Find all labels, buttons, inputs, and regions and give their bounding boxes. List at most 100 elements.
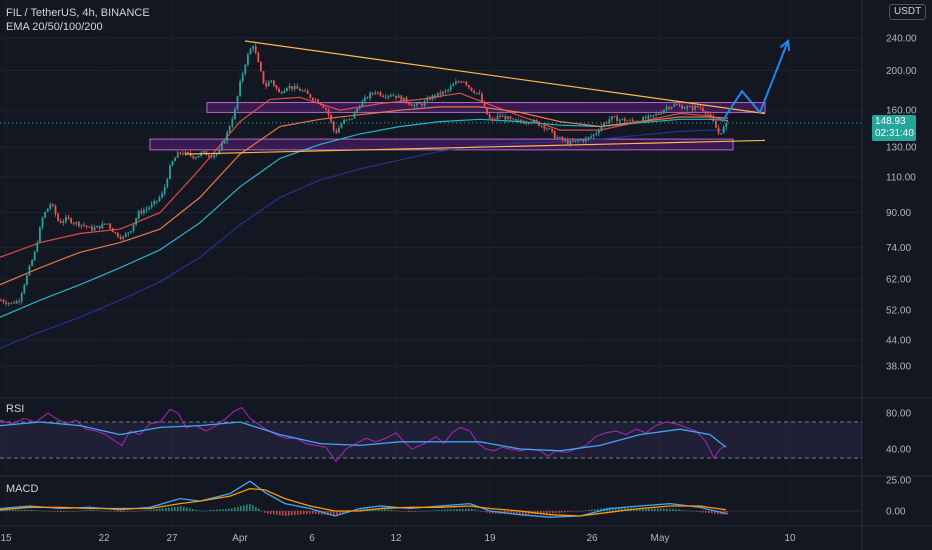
candle-body xyxy=(590,136,592,138)
candle-body xyxy=(462,81,465,83)
candle-body xyxy=(605,122,608,124)
candle-body xyxy=(613,116,616,118)
macd-histogram-bar xyxy=(705,511,707,513)
macd-histogram-bar xyxy=(408,511,410,512)
macd-histogram-bar xyxy=(288,511,290,516)
macd-histogram-bar xyxy=(561,511,563,513)
macd-histogram-bar xyxy=(696,511,698,512)
candle-body xyxy=(163,186,166,194)
macd-histogram-bar xyxy=(144,510,146,511)
macd-histogram-bar xyxy=(210,510,212,511)
candle-body xyxy=(663,109,665,114)
macd-histogram-bar xyxy=(321,511,323,515)
price-tick-label: 200.00 xyxy=(886,66,917,77)
candle-body xyxy=(291,86,293,90)
candle-body xyxy=(20,293,23,302)
candle-body xyxy=(629,119,631,121)
macd-histogram-bar xyxy=(615,507,617,511)
ema200-line xyxy=(0,129,728,349)
macd-histogram-bar xyxy=(204,510,206,512)
candle-body xyxy=(192,155,195,159)
macd-histogram-bar xyxy=(216,509,218,511)
symbol-legend: FIL / TetherUS, 4h, BINANCE xyxy=(6,7,150,19)
candle-body xyxy=(725,123,728,127)
macd-histogram-bar xyxy=(654,508,656,511)
candle-body xyxy=(650,115,652,117)
candle-body xyxy=(280,92,283,94)
macd-histogram-bar xyxy=(21,509,23,511)
candle-body xyxy=(5,302,7,304)
candle-body xyxy=(595,133,598,135)
macd-histogram-bar xyxy=(162,508,164,511)
candle-body xyxy=(234,108,236,120)
candle-body xyxy=(140,211,143,214)
macd-histogram-bar xyxy=(453,509,455,511)
candle-body xyxy=(652,115,655,117)
macd-histogram-bar xyxy=(402,511,404,512)
candle-body xyxy=(145,209,148,211)
ema-legend: EMA 20/50/100/200 xyxy=(6,21,103,33)
macd-histogram-bar xyxy=(384,509,386,511)
macd-histogram-bar xyxy=(63,511,65,512)
macd-histogram-bar xyxy=(168,507,170,511)
candle-body xyxy=(631,119,634,122)
macd-histogram-bar xyxy=(594,509,596,511)
macd-histogram-bar xyxy=(111,511,113,512)
macd-histogram-bar xyxy=(525,511,527,515)
candle-body xyxy=(499,115,501,117)
macd-histogram-bar xyxy=(282,511,284,516)
candle-body xyxy=(676,104,678,106)
macd-histogram-bar xyxy=(510,511,512,515)
time-tick-label: 15 xyxy=(0,533,12,544)
candle-body xyxy=(330,114,332,122)
candle-body xyxy=(33,251,36,261)
macd-histogram-bar xyxy=(489,511,491,514)
macd-histogram-bar xyxy=(387,509,389,511)
macd-histogram-bar xyxy=(516,511,518,515)
candle-body xyxy=(439,92,442,95)
candle-body xyxy=(551,128,553,132)
candle-body xyxy=(114,232,117,234)
candle-body xyxy=(52,204,54,206)
candle-body xyxy=(691,106,694,110)
candle-body xyxy=(317,99,319,103)
candle-body xyxy=(566,139,569,144)
candle-body xyxy=(611,116,613,120)
candle-body xyxy=(226,132,228,142)
candle-body xyxy=(104,223,106,225)
macd-histogram-bar xyxy=(567,511,569,513)
candle-body xyxy=(548,128,551,130)
time-tick-label: 19 xyxy=(484,533,496,544)
candle-body xyxy=(18,300,20,302)
macd-histogram-bar xyxy=(717,511,719,514)
macd-histogram-bar xyxy=(105,511,107,512)
macd-histogram-bar xyxy=(462,508,464,511)
candle-body xyxy=(577,140,579,142)
macd-histogram-bar xyxy=(669,508,671,511)
candle-body xyxy=(70,218,72,223)
macd-histogram-bar xyxy=(555,511,557,514)
candle-body xyxy=(332,121,335,131)
candle-body xyxy=(626,120,629,122)
currency-selector[interactable]: USDT xyxy=(889,4,927,20)
candle-body xyxy=(585,138,587,142)
candle-body xyxy=(377,92,379,94)
macd-histogram-bar xyxy=(36,510,38,511)
candle-body xyxy=(486,107,488,115)
projection-arrowhead xyxy=(779,39,791,52)
candle-body xyxy=(109,223,111,229)
candle-body xyxy=(137,211,140,219)
macd-histogram-bar xyxy=(153,509,155,511)
candle-body xyxy=(418,103,421,105)
candle-body xyxy=(265,83,267,87)
macd-histogram-bar xyxy=(375,508,377,511)
macd-histogram-bar xyxy=(177,506,179,511)
macd-histogram-bar xyxy=(237,506,239,511)
macd-histogram-bar xyxy=(711,511,713,514)
resistance-trendline xyxy=(244,40,766,115)
macd-histogram-bar xyxy=(540,511,542,514)
candle-body xyxy=(293,85,296,90)
candle-body xyxy=(720,133,722,135)
candle-body xyxy=(434,95,436,97)
